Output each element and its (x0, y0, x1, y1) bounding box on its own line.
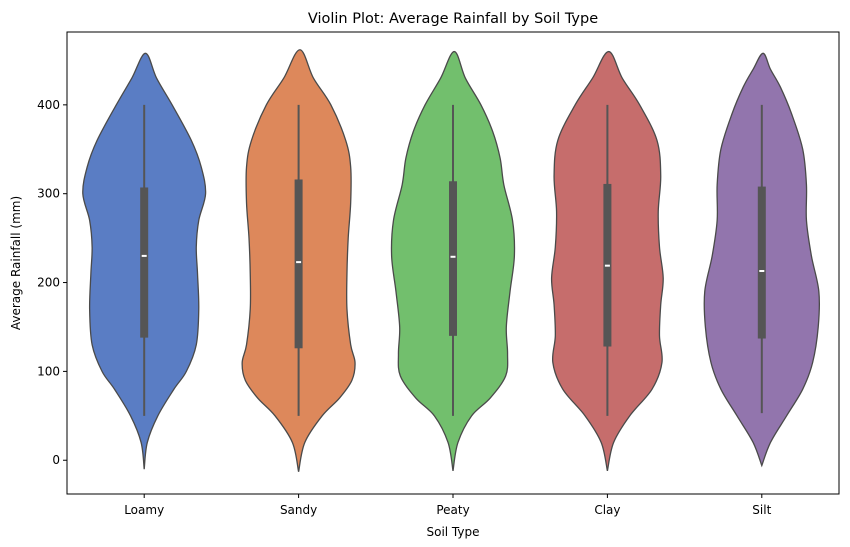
y-tick-label: 400 (37, 98, 60, 112)
violin-silt (703, 52, 821, 468)
y-axis-label: Average Rainfall (mm) (9, 196, 23, 330)
violin-iqr-box (140, 187, 149, 338)
y-tick-label: 100 (37, 364, 60, 378)
x-tick-label-sandy: Sandy (280, 503, 317, 517)
violin-sandy (241, 49, 356, 472)
violin-iqr-box (757, 186, 766, 339)
x-tick-label-peaty: Peaty (436, 503, 469, 517)
violin-iqr-box (294, 179, 303, 349)
x-axis-label: Soil Type (426, 525, 479, 539)
violin-iqr-box (449, 181, 457, 336)
x-axis: Loamy Sandy Peaty Clay Silt (124, 494, 772, 517)
y-tick-label: 0 (52, 453, 60, 467)
chart-title: Violin Plot: Average Rainfall by Soil Ty… (308, 11, 598, 27)
violin-clay (550, 50, 664, 472)
x-tick-label-loamy: Loamy (124, 503, 164, 517)
y-tick-label: 300 (37, 187, 60, 201)
violin-loamy (82, 52, 207, 470)
x-tick-label-clay: Clay (594, 503, 620, 517)
x-tick-label-silt: Silt (752, 503, 771, 517)
y-axis: 0 100 200 300 400 (37, 98, 67, 467)
violins-layer (82, 49, 821, 472)
violin-peaty (390, 50, 516, 472)
y-tick-label: 200 (37, 276, 60, 290)
